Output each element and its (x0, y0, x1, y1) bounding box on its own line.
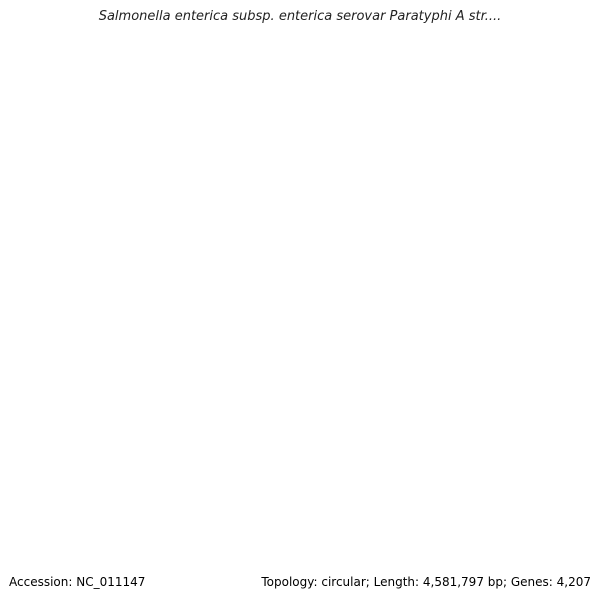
topology-label: Topology: circular; Length: 4,581,797 bp… (261, 575, 591, 589)
map-title: Salmonella enterica subsp. enterica sero… (98, 9, 502, 24)
accession-label: Accession: NC_011147 (9, 575, 146, 589)
